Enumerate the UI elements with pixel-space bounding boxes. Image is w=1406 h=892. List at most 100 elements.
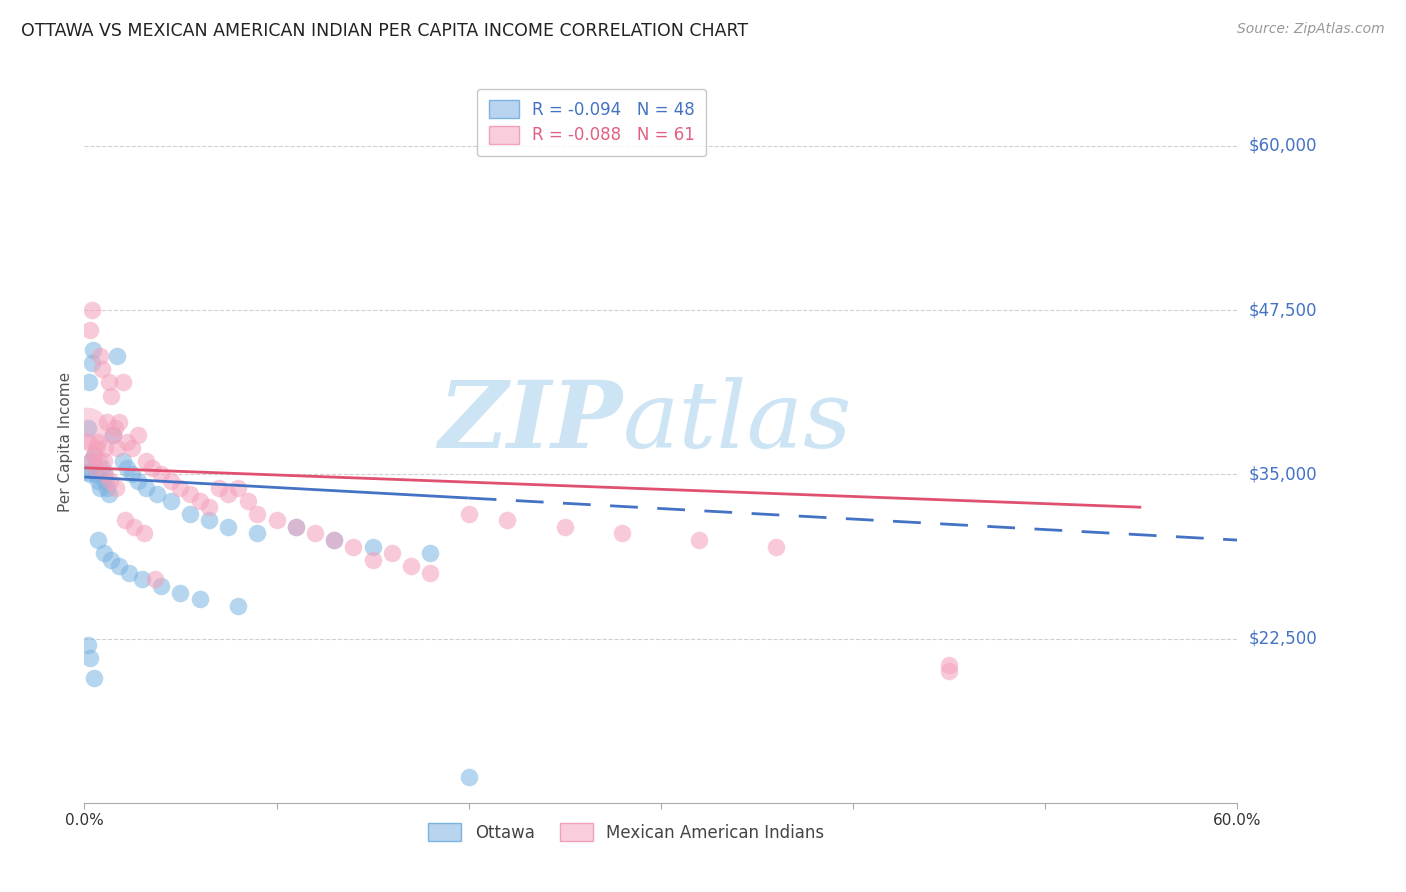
- Point: [150, 467, 173, 482]
- Text: $35,000: $35,000: [1249, 466, 1317, 483]
- Point: [179, 487, 201, 501]
- Point: [361, 553, 384, 567]
- Point: [111, 376, 134, 390]
- Point: [127, 428, 149, 442]
- Point: [226, 481, 249, 495]
- Point: [83, 448, 105, 462]
- Point: [104, 421, 127, 435]
- Point: [188, 592, 211, 607]
- Point: [87, 533, 110, 547]
- Point: [108, 559, 131, 574]
- Point: [103, 428, 124, 442]
- Point: [84, 460, 107, 475]
- Point: [80, 454, 103, 468]
- Point: [457, 770, 479, 784]
- Point: [323, 533, 346, 547]
- Point: [160, 474, 183, 488]
- Point: [83, 448, 105, 462]
- Point: [188, 493, 211, 508]
- Point: [80, 303, 103, 318]
- Point: [938, 657, 960, 672]
- Point: [132, 526, 155, 541]
- Point: [236, 493, 259, 508]
- Point: [150, 579, 173, 593]
- Point: [84, 441, 107, 455]
- Point: [323, 533, 346, 547]
- Point: [105, 349, 128, 363]
- Point: [284, 520, 307, 534]
- Point: [77, 434, 100, 449]
- Point: [79, 467, 101, 482]
- Point: [145, 573, 167, 587]
- Point: [141, 460, 163, 475]
- Point: [98, 487, 121, 501]
- Point: [342, 540, 364, 554]
- Point: [218, 520, 240, 534]
- Y-axis label: Per Capita Income: Per Capita Income: [58, 371, 73, 512]
- Point: [146, 487, 169, 501]
- Point: [124, 520, 146, 534]
- Point: [93, 546, 115, 560]
- Text: $47,500: $47,500: [1249, 301, 1317, 319]
- Point: [218, 487, 240, 501]
- Point: [208, 481, 231, 495]
- Point: [381, 546, 404, 560]
- Point: [93, 467, 115, 482]
- Point: [131, 573, 153, 587]
- Point: [198, 513, 221, 527]
- Point: [84, 460, 107, 475]
- Point: [121, 441, 143, 455]
- Point: [83, 671, 105, 685]
- Point: [94, 441, 117, 455]
- Point: [76, 465, 98, 479]
- Point: [399, 559, 422, 574]
- Point: [179, 507, 201, 521]
- Point: [87, 474, 110, 488]
- Point: [121, 467, 143, 482]
- Point: [98, 376, 121, 390]
- Point: [87, 434, 110, 449]
- Point: [96, 415, 118, 429]
- Point: [135, 454, 157, 468]
- Point: [169, 481, 191, 495]
- Point: [77, 376, 100, 390]
- Point: [688, 533, 710, 547]
- Point: [246, 526, 269, 541]
- Point: [89, 349, 111, 363]
- Text: atlas: atlas: [623, 376, 852, 467]
- Point: [169, 585, 191, 599]
- Point: [198, 500, 221, 515]
- Point: [90, 362, 112, 376]
- Point: [105, 481, 128, 495]
- Point: [612, 526, 634, 541]
- Point: [82, 343, 104, 357]
- Point: [80, 454, 103, 468]
- Point: [457, 507, 479, 521]
- Point: [103, 428, 124, 442]
- Point: [77, 421, 100, 435]
- Point: [79, 651, 101, 665]
- Point: [117, 566, 139, 580]
- Point: [84, 467, 107, 482]
- Point: [100, 388, 122, 402]
- Point: [127, 474, 149, 488]
- Point: [226, 599, 249, 613]
- Point: [98, 474, 121, 488]
- Point: [115, 434, 138, 449]
- Point: [105, 441, 128, 455]
- Point: [419, 546, 441, 560]
- Point: [100, 553, 122, 567]
- Point: [765, 540, 787, 554]
- Point: [419, 566, 441, 580]
- Point: [554, 520, 576, 534]
- Point: [93, 467, 115, 482]
- Point: [94, 474, 117, 488]
- Point: [111, 454, 134, 468]
- Point: [115, 460, 138, 475]
- Point: [93, 454, 115, 468]
- Point: [266, 513, 288, 527]
- Point: [304, 526, 326, 541]
- Point: [108, 415, 131, 429]
- Point: [114, 513, 136, 527]
- Text: ZIP: ZIP: [439, 376, 623, 467]
